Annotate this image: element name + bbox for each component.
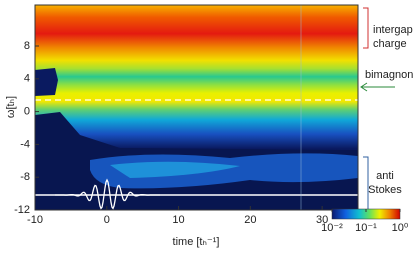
pulse <box>55 178 160 210</box>
annotation: bimagnon <box>365 69 413 81</box>
annotation: charge <box>373 38 407 50</box>
x-tick-label: 20 <box>244 214 256 226</box>
y-tick-label: 0 <box>24 106 30 118</box>
x-tick-label: 0 <box>104 214 110 226</box>
arrow <box>360 82 395 92</box>
y-tick-label: -12 <box>14 204 30 216</box>
annotation: Stokes <box>368 184 402 196</box>
heatmap <box>34 4 359 211</box>
y-axis-label: ω[tₕ] <box>5 96 17 118</box>
anti-stokes-signal <box>110 161 240 178</box>
bracket <box>363 7 369 49</box>
colorbar-tick-label: 10⁻¹ <box>355 222 377 234</box>
x-tick-label: 30 <box>316 214 328 226</box>
annotation: intergap <box>373 24 413 36</box>
y-tick-label: -8 <box>20 171 30 183</box>
y-tick-label: 4 <box>24 73 30 85</box>
x-tick-label: 10 <box>172 214 184 226</box>
y-tick-label: 8 <box>24 40 30 52</box>
y-tick-label: -4 <box>20 138 30 150</box>
colorbar-tick-label: 10⁻² <box>321 222 343 234</box>
x-axis-label: time [tₕ⁻¹] <box>173 236 220 248</box>
colorbar-tick-label: 10⁰ <box>392 222 409 234</box>
annotation: anti <box>376 170 394 182</box>
plot-frame <box>34 4 359 211</box>
dark-region <box>35 68 58 96</box>
x-tick-label: -10 <box>27 214 43 226</box>
